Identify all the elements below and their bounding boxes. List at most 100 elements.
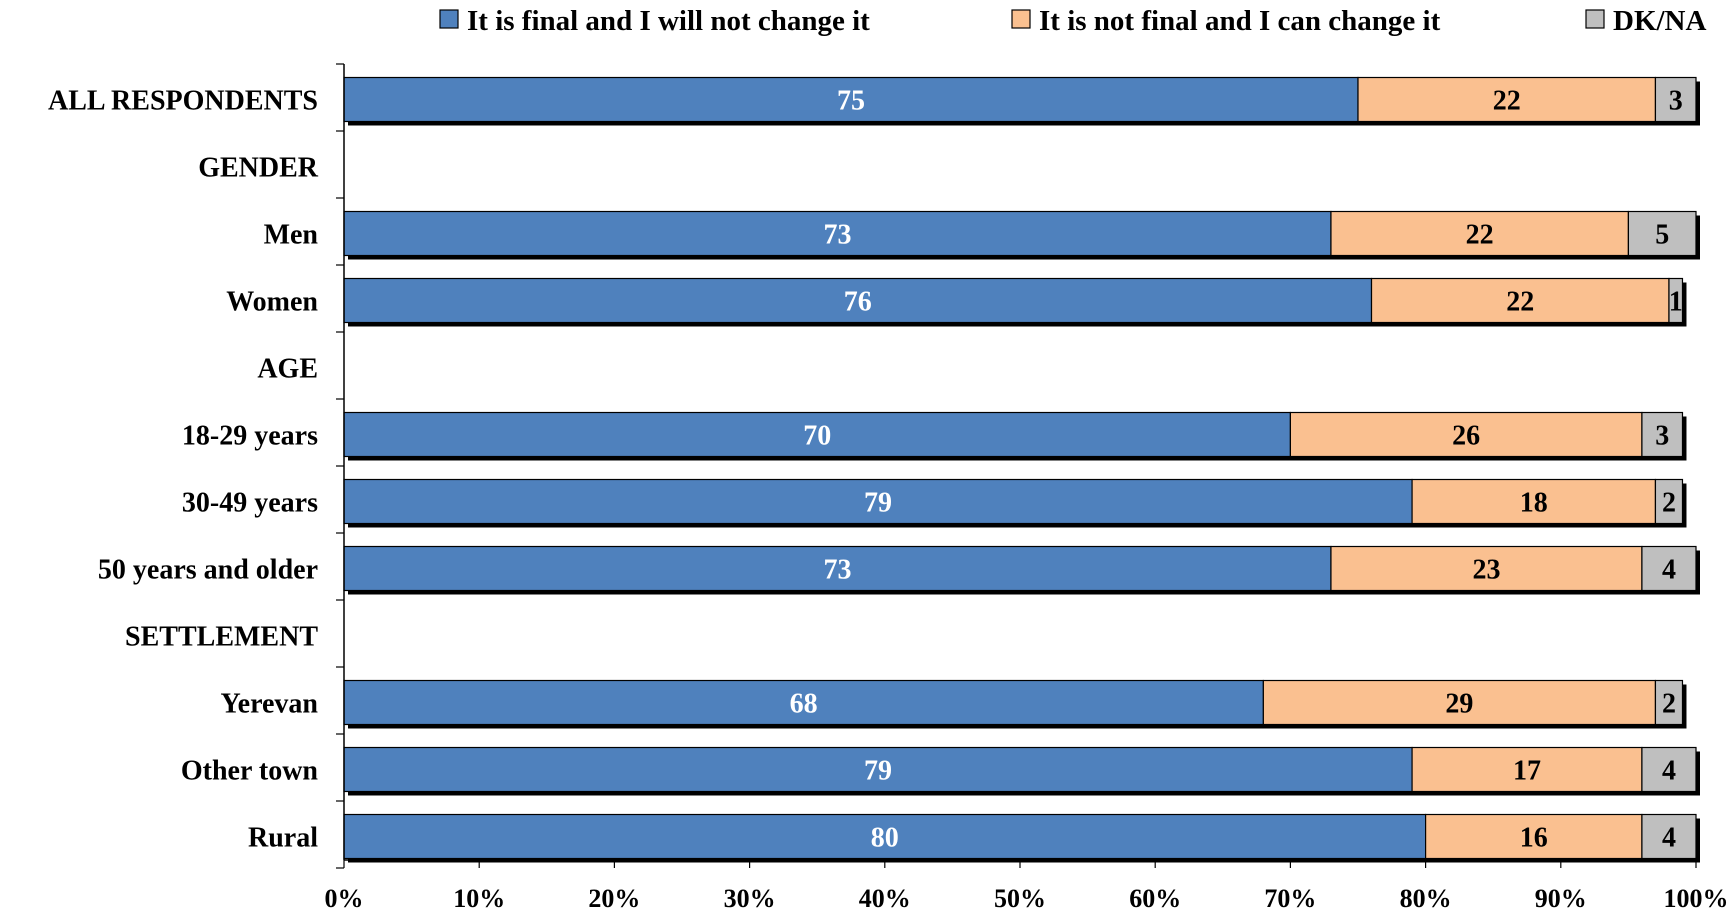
bar-segment-yerevan-it-is-final-and-i-will-not-change-it <box>343 679 1264 726</box>
x-tick-label: 90% <box>1535 884 1587 913</box>
category-label: ALL RESPONDENTS <box>48 86 318 117</box>
bar-segment-other-town-dk-na <box>1641 746 1697 793</box>
data-label: 79 <box>864 756 892 787</box>
data-label: 1 <box>1669 287 1683 318</box>
x-tick-label: 20% <box>588 884 640 913</box>
x-tick-label: 30% <box>724 884 776 913</box>
legend-swatch <box>1585 9 1605 29</box>
plot-area: 75 22 3 73 22 5 76 22 1 70 26 3 79 18 2 73 23 4 68 29 2 79 17 4… <box>343 76 1700 863</box>
data-label: 2 <box>1662 488 1676 519</box>
data-label: 29 <box>1445 689 1473 720</box>
data-label: 26 <box>1452 421 1480 452</box>
category-label: 30-49 years <box>182 488 318 519</box>
bar-segment-yerevan-dk-na <box>1654 679 1684 726</box>
bar-segment-men-it-is-not-final-and-i-can-change-it <box>1330 210 1629 257</box>
category-label: AGE <box>257 354 318 385</box>
legend-label: It is final and I will not change it <box>467 5 870 37</box>
bar-segment-18-29-years-dk-na <box>1641 411 1684 458</box>
x-tick-label: 0% <box>325 884 364 913</box>
x-tick-label: 40% <box>859 884 911 913</box>
data-label: 73 <box>823 555 851 586</box>
legend-item-it-is-final-and-i-will-not-change-it: It is final and I will not change it <box>439 5 870 37</box>
data-label: 68 <box>790 689 818 720</box>
bar-segment-30-49-years-dk-na <box>1654 478 1684 525</box>
data-label: 70 <box>803 421 831 452</box>
data-label: 4 <box>1662 555 1676 586</box>
legend-item-it-is-not-final-and-i-can-change-it: It is not final and I can change it <box>1011 5 1441 37</box>
x-tick-label: 70% <box>1264 884 1316 913</box>
x-tick-label: 60% <box>1129 884 1181 913</box>
bar-segment-men-it-is-final-and-i-will-not-change-it <box>343 210 1332 257</box>
bar-segment-18-29-years-it-is-not-final-and-i-can-change-it <box>1289 411 1643 458</box>
category-label: Women <box>226 287 318 318</box>
data-label: 4 <box>1662 823 1676 854</box>
category-label: Rural <box>248 823 318 854</box>
bar-segment-all-respondents-it-is-not-final-and-i-can-change-it <box>1357 76 1657 123</box>
data-label: 23 <box>1472 555 1500 586</box>
data-label: 75 <box>837 86 865 117</box>
legend-label: DK/NA <box>1613 5 1707 37</box>
bar-segment-50-years-and-older-dk-na <box>1641 545 1697 592</box>
data-label: 22 <box>1466 220 1494 251</box>
bar-segment-18-29-years-it-is-final-and-i-will-not-change-it <box>343 411 1292 458</box>
category-label: 50 years and older <box>98 555 318 586</box>
data-label: 76 <box>844 287 872 318</box>
data-label: 2 <box>1662 689 1676 720</box>
bar-segment-all-respondents-it-is-final-and-i-will-not-change-it <box>343 76 1359 123</box>
bar-segment-women-dk-na <box>1668 277 1684 324</box>
bar-segment-all-respondents-dk-na <box>1654 76 1697 123</box>
category-label: Men <box>264 220 319 251</box>
category-axis: ALL RESPONDENTS GENDER Men Women AGE 18-29 ye… <box>48 86 319 854</box>
x-tick-label: 100% <box>1664 884 1729 913</box>
data-label: 79 <box>864 488 892 519</box>
bar-segment-women-it-is-not-final-and-i-can-change-it <box>1370 277 1670 324</box>
legend-label: It is not final and I can change it <box>1039 5 1441 37</box>
data-label: 22 <box>1506 287 1534 318</box>
category-label: GENDER <box>198 153 319 184</box>
data-label: 17 <box>1513 756 1541 787</box>
bar-segment-50-years-and-older-it-is-final-and-i-will-not-change-it <box>343 545 1332 592</box>
bar-segment-other-town-it-is-not-final-and-i-can-change-it <box>1411 746 1643 793</box>
bar-segment-rural-dk-na <box>1641 813 1697 860</box>
bar-segment-rural-it-is-final-and-i-will-not-change-it <box>343 813 1427 860</box>
legend: It is final and I will not change it It i… <box>439 5 1707 37</box>
bar-row-18-29-years: 70 26 3 <box>343 411 1687 461</box>
legend-swatch <box>439 9 459 29</box>
category-label: Yerevan <box>221 689 319 720</box>
bar-segment-rural-it-is-not-final-and-i-can-change-it <box>1424 813 1643 860</box>
category-label: Other town <box>181 756 319 787</box>
data-label: 3 <box>1669 86 1683 117</box>
bar-segment-other-town-it-is-final-and-i-will-not-change-it <box>343 746 1413 793</box>
x-axis: 0% 10% 20% 30% 40% 50% 60% 70% 80% 90% 100% <box>325 63 1729 913</box>
data-label: 3 <box>1655 421 1669 452</box>
bar-segment-women-it-is-final-and-i-will-not-change-it <box>343 277 1373 324</box>
bar-row-50-years-and-older: 73 23 4 <box>343 545 1700 595</box>
bar-row-other-town: 79 17 4 <box>343 746 1700 796</box>
data-label: 18 <box>1520 488 1548 519</box>
x-tick-label: 80% <box>1400 884 1452 913</box>
data-label: 4 <box>1662 756 1676 787</box>
bar-row-men: 73 22 5 <box>343 210 1700 260</box>
bar-row-all-respondents: 75 22 3 <box>343 76 1700 126</box>
bar-row-women: 76 22 1 <box>343 277 1687 327</box>
bar-row-rural: 80 16 4 <box>343 813 1700 863</box>
bar-segment-50-years-and-older-it-is-not-final-and-i-can-change-it <box>1330 545 1643 592</box>
legend-item-dk-na: DK/NA <box>1585 5 1707 37</box>
bar-segment-men-dk-na <box>1627 210 1697 257</box>
data-label: 22 <box>1493 86 1521 117</box>
x-tick-label: 50% <box>994 884 1046 913</box>
data-label: 5 <box>1655 220 1669 251</box>
x-tick-label: 10% <box>453 884 505 913</box>
bar-row-yerevan: 68 29 2 <box>343 679 1687 729</box>
bar-segment-30-49-years-it-is-final-and-i-will-not-change-it <box>343 478 1413 525</box>
bar-row-30-49-years: 79 18 2 <box>343 478 1687 528</box>
data-label: 16 <box>1520 823 1548 854</box>
category-label: 18-29 years <box>182 421 318 452</box>
category-label: SETTLEMENT <box>125 622 318 653</box>
bar-segment-30-49-years-it-is-not-final-and-i-can-change-it <box>1411 478 1657 525</box>
data-label: 80 <box>871 823 899 854</box>
bar-segment-yerevan-it-is-not-final-and-i-can-change-it <box>1262 679 1657 726</box>
data-label: 73 <box>823 220 851 251</box>
legend-swatch <box>1011 9 1031 29</box>
